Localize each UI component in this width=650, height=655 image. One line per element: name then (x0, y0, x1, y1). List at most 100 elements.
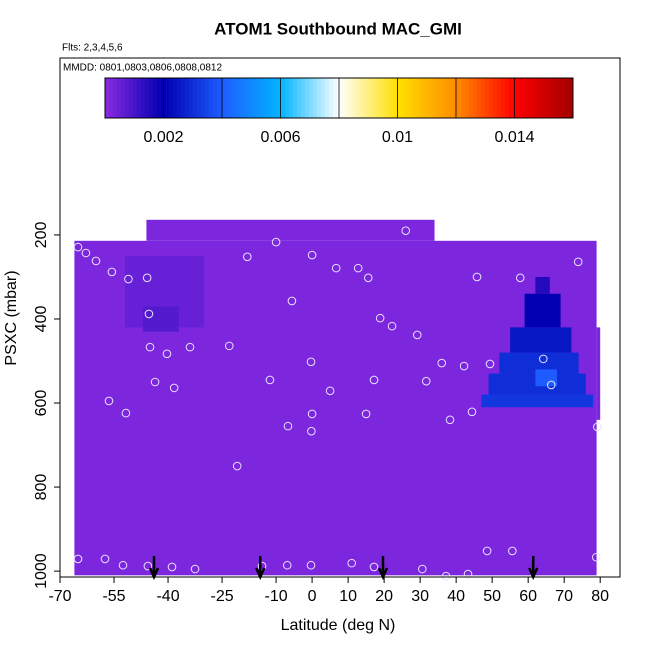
x-tick-label: 80 (591, 588, 609, 605)
observation-point (104, 396, 114, 406)
colorbar-swatch (421, 78, 426, 118)
observation-point (73, 242, 83, 252)
observation-point (482, 546, 492, 556)
colorbar-swatch (273, 78, 278, 118)
colorbar-swatch (393, 78, 398, 118)
colorbar-swatch (241, 78, 246, 118)
colorbar-swatch (221, 78, 226, 118)
colorbar-swatch (173, 78, 178, 118)
observation-point (417, 564, 427, 574)
colorbar-swatch (149, 78, 154, 118)
colorbar-swatch (553, 78, 558, 118)
colorbar-swatch (365, 78, 370, 118)
colorbar-swatch (509, 78, 514, 118)
colorbar-swatch (497, 78, 502, 118)
colorbar-swatch (309, 78, 314, 118)
colorbar-swatch (449, 78, 454, 118)
colorbar-swatch (493, 78, 498, 118)
observation-point (242, 252, 252, 262)
observation-point (145, 342, 155, 352)
observation-point (143, 561, 153, 571)
colorbar-swatch (325, 78, 330, 118)
observation-point (162, 349, 172, 359)
colorbar-swatch (517, 78, 522, 118)
colorbar-swatch (437, 78, 442, 118)
colorbar-swatch (185, 78, 190, 118)
colorbar-swatch (197, 78, 202, 118)
colorbar-swatch (373, 78, 378, 118)
colorbar-swatch (225, 78, 230, 118)
observation-point (91, 256, 101, 266)
observation-point (167, 562, 177, 572)
colorbar-swatch (313, 78, 318, 118)
colorbar-swatch (157, 78, 162, 118)
colorbar-tick-label: 0.014 (494, 129, 534, 146)
colorbar-swatch (461, 78, 466, 118)
y-tick-label: 800 (33, 474, 50, 501)
colorbar-tick-label: 0.006 (260, 129, 300, 146)
colorbar-swatch (557, 78, 562, 118)
colorbar-swatch (317, 78, 322, 118)
observation-point (121, 408, 131, 418)
colorbar-swatch (169, 78, 174, 118)
observation-point (353, 263, 363, 273)
observation-point (515, 273, 525, 283)
colorbar-swatch (105, 78, 110, 118)
colorbar-swatch (261, 78, 266, 118)
x-tick-label: -10 (265, 588, 288, 605)
x-tick-label: 70 (555, 588, 573, 605)
observation-point (363, 273, 373, 283)
colorbar-swatch (133, 78, 138, 118)
observation-point (307, 250, 317, 260)
observation-point (307, 409, 317, 419)
x-tick-label: 10 (339, 588, 357, 605)
colorbar-swatch (561, 78, 566, 118)
colorbar-swatch (333, 78, 338, 118)
colorbar-swatch (117, 78, 122, 118)
x-tick-label: -55 (102, 588, 125, 605)
colorbar-swatch (145, 78, 150, 118)
observation-point (185, 342, 195, 352)
colorbar-swatch (441, 78, 446, 118)
observation-point (169, 383, 179, 393)
colorbar-swatch (501, 78, 506, 118)
observation-point (361, 409, 371, 419)
observation-point (459, 361, 469, 371)
data-cell (510, 327, 572, 353)
colorbar-swatch (413, 78, 418, 118)
observation-point (472, 272, 482, 282)
observation-point (325, 386, 335, 396)
colorbar-swatch (233, 78, 238, 118)
y-axis-label: PSXC (mbar) (3, 270, 20, 365)
colorbar-swatch (265, 78, 270, 118)
colorbar-swatch (425, 78, 430, 118)
observation-point (306, 560, 316, 570)
observation-point (142, 273, 152, 283)
observation-point (387, 321, 397, 331)
observation-point (73, 554, 83, 564)
observation-point (437, 358, 447, 368)
colorbar-swatch (485, 78, 490, 118)
colorbar-swatch (513, 78, 518, 118)
colorbar-swatch (341, 78, 346, 118)
colorbar-swatch (121, 78, 126, 118)
data-cell (146, 219, 435, 241)
colorbar-swatch (181, 78, 186, 118)
colorbar-swatch (213, 78, 218, 118)
observation-point (287, 296, 297, 306)
plot-frame (59, 57, 621, 578)
colorbar-swatch (533, 78, 538, 118)
observation-point (421, 376, 431, 386)
y-tick-label: 1000 (33, 553, 50, 589)
colorbar-swatch (549, 78, 554, 118)
observation-point (190, 564, 200, 574)
x-axis-label: Latitude (deg N) (281, 617, 396, 634)
colorbar-swatch (193, 78, 198, 118)
colorbar-swatch (257, 78, 262, 118)
observation-point (369, 375, 379, 385)
colorbar-swatch (301, 78, 306, 118)
colorbar-swatch (245, 78, 250, 118)
colorbar-swatch (385, 78, 390, 118)
colorbar-swatch (481, 78, 486, 118)
observation-point (573, 257, 583, 267)
